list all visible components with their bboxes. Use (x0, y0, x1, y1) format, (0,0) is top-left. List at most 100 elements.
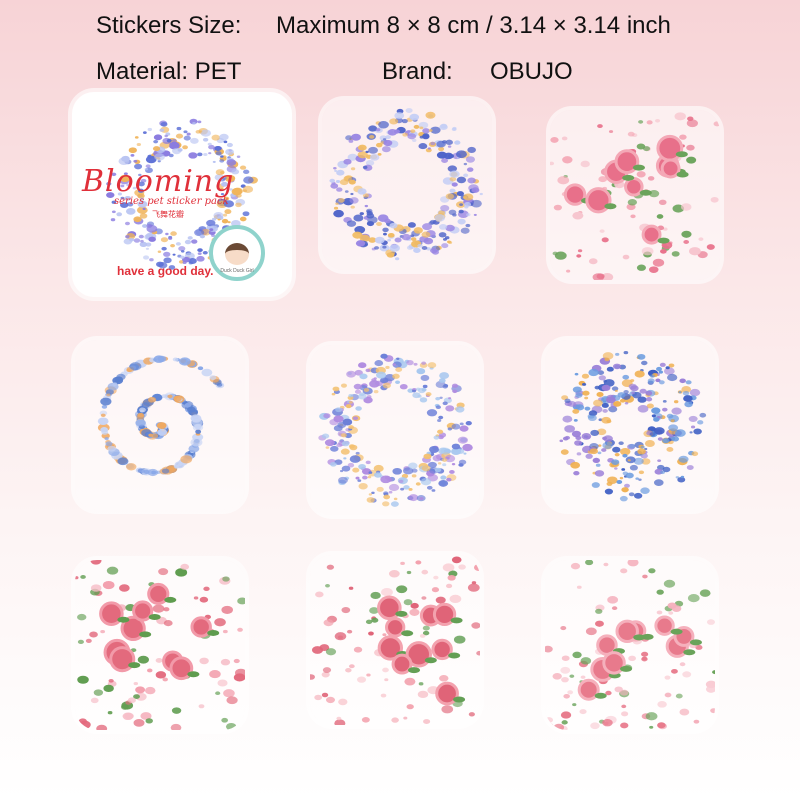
petal (662, 227, 668, 231)
petal (358, 463, 366, 470)
petal (381, 146, 391, 153)
petal (388, 490, 393, 494)
petal (560, 626, 567, 631)
petal (169, 466, 176, 471)
petal (421, 361, 427, 365)
petal (408, 487, 413, 491)
petal (416, 368, 426, 375)
rose (435, 681, 459, 706)
sticker-pastel-petal-ring (310, 345, 480, 515)
petal (388, 483, 400, 492)
petal (208, 152, 212, 155)
petal (175, 133, 184, 139)
petal (330, 461, 337, 467)
petal (636, 171, 646, 178)
petal (231, 187, 243, 196)
petal (467, 146, 476, 153)
petal (452, 389, 458, 394)
petal (649, 266, 659, 273)
petal (157, 355, 167, 363)
petal (545, 722, 554, 730)
petal (139, 197, 145, 201)
petal (350, 167, 356, 171)
petal (612, 446, 621, 453)
leaf (401, 630, 414, 637)
petal (470, 199, 482, 208)
rose (109, 646, 136, 673)
petal (460, 227, 470, 234)
petal (620, 568, 628, 574)
petal (365, 460, 371, 465)
rose (169, 656, 194, 681)
petal (366, 221, 375, 227)
petal (619, 447, 631, 456)
petal (170, 244, 175, 248)
petal (139, 213, 148, 219)
petal (157, 428, 168, 436)
petal (577, 249, 583, 253)
petal (115, 376, 123, 382)
petal (638, 120, 644, 124)
petal (662, 400, 667, 403)
petal (595, 608, 603, 614)
size-label: Stickers Size: (96, 12, 242, 39)
petal (221, 218, 229, 224)
petal (195, 426, 201, 431)
petal (678, 455, 689, 463)
petal (439, 372, 450, 380)
petal (242, 211, 250, 217)
petal (658, 370, 663, 374)
petal (394, 112, 405, 119)
petal (429, 446, 439, 453)
petal (389, 244, 400, 252)
petal (441, 458, 448, 462)
petal (420, 477, 432, 486)
petal (706, 619, 715, 625)
petal (454, 140, 461, 145)
petal (648, 568, 656, 574)
petal (403, 716, 408, 720)
petal (346, 220, 357, 227)
petal (597, 444, 602, 447)
petal (106, 566, 119, 575)
leaf (639, 189, 652, 196)
petal (628, 443, 636, 449)
petal (592, 457, 601, 464)
petal (594, 385, 600, 390)
petal (417, 243, 423, 248)
petal (576, 452, 582, 456)
petal (671, 668, 678, 674)
sticker-art (318, 353, 473, 507)
petal (343, 457, 347, 460)
petal (550, 161, 555, 166)
petal (653, 417, 660, 422)
petal (364, 204, 369, 208)
petal (445, 139, 453, 145)
petal (365, 619, 373, 625)
petal (596, 273, 605, 280)
petal (209, 375, 217, 380)
petal (369, 135, 375, 139)
petal (362, 165, 368, 169)
petal (418, 682, 424, 686)
petal (451, 383, 459, 388)
petal (595, 463, 601, 467)
petal (569, 674, 575, 678)
petal (440, 475, 447, 480)
petal (691, 451, 699, 457)
petal (627, 131, 635, 137)
petal (403, 599, 413, 606)
petal (199, 234, 205, 239)
rose (99, 601, 124, 626)
petal (618, 441, 624, 446)
petal (366, 497, 375, 503)
petal (376, 142, 383, 148)
petal (614, 467, 618, 470)
petal (624, 401, 629, 405)
petal (712, 670, 715, 675)
petal (219, 133, 229, 141)
petal (462, 443, 473, 452)
leaf (620, 665, 633, 672)
petal (663, 367, 675, 375)
petal (698, 237, 704, 241)
